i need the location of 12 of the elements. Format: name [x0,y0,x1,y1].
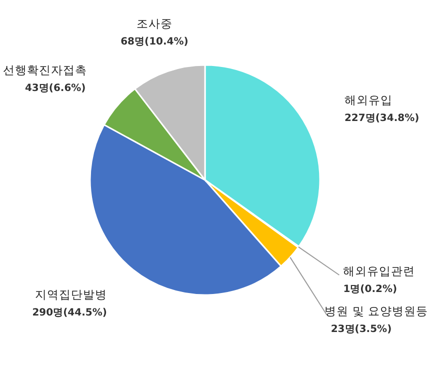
data-label: 227명(34.8%) [344,112,420,124]
data-label: 290명(44.5%) [32,308,107,319]
slice-label: 해외유입 [344,92,392,107]
data-label: 23명(3.5%) [330,324,392,335]
data-label: 43명(6.6%) [24,82,86,94]
slice-label: 해외유입관련 [343,264,416,278]
slice-label: 선행확진자접촉 [3,62,87,77]
slice-label: 지역집단발병 [34,288,107,302]
slice-label: 조사중 [136,16,172,30]
data-label: 1명(0.2%) [343,284,398,295]
data-label: 68명(10.4%) [120,36,188,48]
slice-label: 병원 및 요양병원등 [324,304,428,318]
